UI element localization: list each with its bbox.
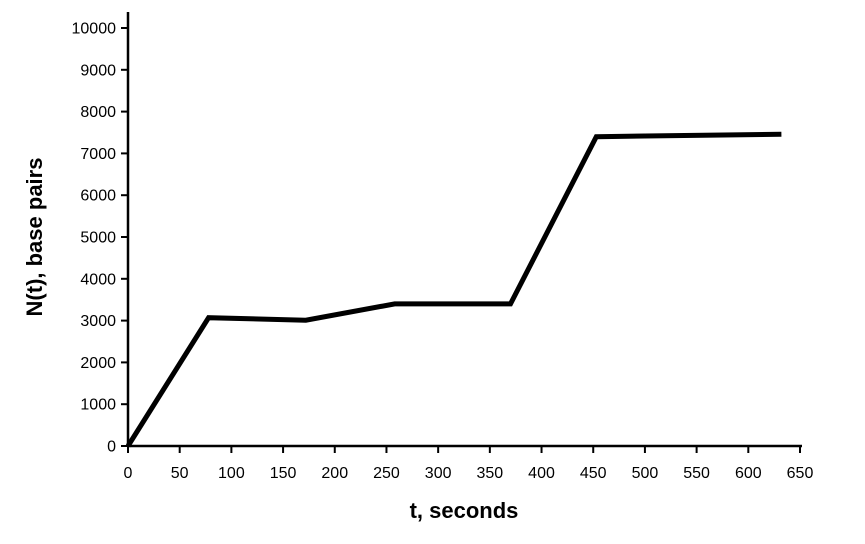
y-tick-label: 4000 — [80, 271, 116, 288]
x-tick-label: 0 — [124, 465, 133, 482]
x-tick-label: 500 — [632, 465, 659, 482]
series-line-1 — [125, 131, 782, 448]
x-tick-label: 450 — [580, 465, 607, 482]
x-axis-title: t, seconds — [410, 498, 519, 523]
series-group — [125, 131, 782, 448]
x-tick-label: 600 — [735, 465, 762, 482]
y-tick-label: 0 — [107, 439, 116, 456]
y-tick-label: 7000 — [80, 146, 116, 163]
y-tick-label: 2000 — [80, 355, 116, 372]
x-tick-label: 50 — [171, 465, 189, 482]
y-tick-label: 6000 — [80, 188, 116, 205]
x-tick-label: 650 — [787, 465, 814, 482]
y-tick-label: 10000 — [72, 21, 117, 38]
y-tick-label: 5000 — [80, 230, 116, 247]
x-tick-label: 300 — [425, 465, 452, 482]
y-axis-ticks: 0 1000 2000 3000 4000 5000 6000 7000 8000 9000 100… — [72, 21, 128, 456]
y-tick-label: 1000 — [80, 397, 116, 414]
x-tick-label: 150 — [270, 465, 297, 482]
x-tick-label: 350 — [476, 465, 503, 482]
x-tick-label: 200 — [321, 465, 348, 482]
x-tick-label: 400 — [528, 465, 555, 482]
x-tick-label: 550 — [683, 465, 710, 482]
x-tick-label: 100 — [218, 465, 245, 482]
y-tick-label: 3000 — [80, 313, 116, 330]
y-tick-label: 9000 — [80, 62, 116, 79]
x-tick-label: 250 — [373, 465, 400, 482]
y-tick-label: 8000 — [80, 104, 116, 121]
x-axis-ticks: 0 50 100 150 200 250 300 350 400 450 500 550 600 650 — [124, 446, 814, 482]
y-axis-title: N(t), base pairs — [22, 158, 47, 317]
